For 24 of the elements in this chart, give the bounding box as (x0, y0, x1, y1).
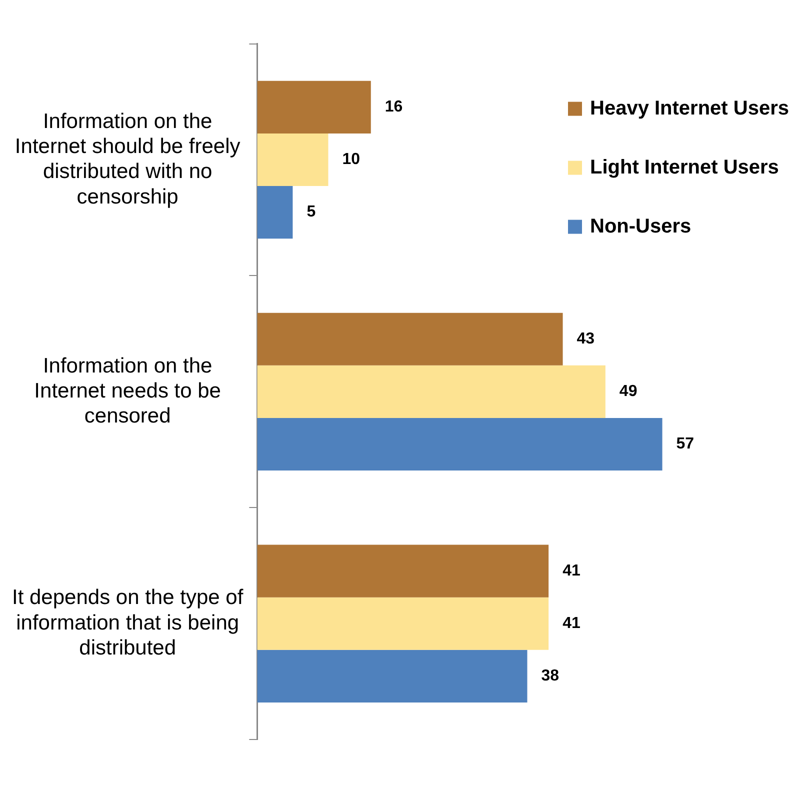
bar (257, 186, 293, 239)
y-tick-label: It depends on the type of information that is being distributed (12, 586, 244, 660)
y-tick-label: Information on the Internet needs to be censored (34, 354, 221, 428)
legend-label: Light Internet Users (590, 156, 779, 178)
y-tick-label: Information on the Internet should be freely distributed with no censorship (14, 110, 241, 208)
legend-label: Heavy Internet Users (590, 97, 789, 120)
bar (257, 650, 528, 702)
bar (257, 133, 328, 186)
data-label: 41 (562, 615, 580, 632)
data-label: 10 (342, 151, 360, 168)
legend-label: Non-Users (590, 215, 692, 238)
data-label: 38 (541, 668, 560, 685)
data-label: 16 (384, 98, 403, 116)
data-label: 5 (306, 204, 316, 221)
data-label: 49 (619, 383, 638, 400)
data-label: 43 (576, 330, 595, 348)
bar (257, 365, 606, 418)
bar (257, 597, 549, 650)
data-label: 57 (676, 436, 694, 453)
bar (257, 544, 549, 598)
bar (257, 80, 371, 134)
bar (257, 418, 662, 471)
bar (257, 312, 563, 366)
data-label: 41 (562, 562, 580, 580)
